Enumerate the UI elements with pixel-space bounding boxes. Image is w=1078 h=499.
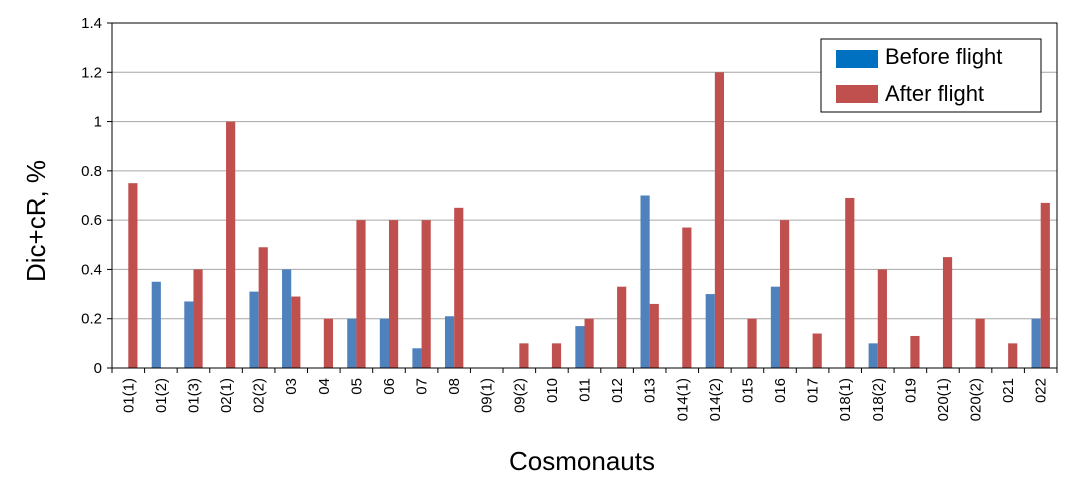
legend: Before flight After flight xyxy=(820,38,1042,113)
bar-after-01(1) xyxy=(128,183,138,368)
x-tick-label: 06 xyxy=(381,378,398,395)
y-tick-label: 1.4 xyxy=(81,15,102,32)
bar-after-020(2) xyxy=(975,318,985,368)
y-tick-label: 1 xyxy=(94,114,102,131)
bar-after-013 xyxy=(649,303,659,368)
x-tick-label: 05 xyxy=(348,378,365,395)
x-tick-label: 03 xyxy=(283,378,300,395)
bar-before-05 xyxy=(347,318,357,368)
bar-before-03 xyxy=(282,269,292,368)
bar-after-021 xyxy=(1008,343,1018,368)
x-tick-label: 09(1) xyxy=(479,378,496,413)
y-tick-label: 1.2 xyxy=(81,64,102,81)
bar-after-05 xyxy=(356,220,366,368)
bar-after-022 xyxy=(1040,202,1050,368)
x-tick-label: 015 xyxy=(739,378,756,403)
bar-before-06 xyxy=(379,318,389,368)
x-tick-label: 02(2) xyxy=(251,378,268,413)
x-tick-label: 011 xyxy=(577,378,594,402)
y-tick-label: 0.2 xyxy=(81,311,102,328)
bar-before-08 xyxy=(444,316,455,368)
bars xyxy=(128,72,1050,368)
y-tick-label: 0.4 xyxy=(81,261,102,278)
y-axis-ticks: 0 0.2 0.4 0.6 0.8 1 1.2 1.4 xyxy=(81,15,112,377)
bar-before-018(2) xyxy=(868,343,878,368)
x-axis-title: Cosmonauts xyxy=(509,446,655,476)
bar-after-019 xyxy=(910,335,920,368)
x-tick-label: 09(2) xyxy=(511,378,528,413)
legend-swatch-after-flight xyxy=(836,85,878,103)
x-tick-label: 022 xyxy=(1033,378,1050,403)
bar-after-020(1) xyxy=(942,257,953,368)
bar-before-07 xyxy=(412,348,422,368)
bar-before-011 xyxy=(575,326,585,368)
x-tick-label: 020(2) xyxy=(968,378,985,421)
bar-after-014(1) xyxy=(682,227,692,368)
x-tick-label: 02(1) xyxy=(218,378,235,413)
bar-after-07 xyxy=(421,220,431,368)
bar-after-01(3) xyxy=(193,269,203,368)
bar-after-04 xyxy=(323,318,333,368)
x-axis-ticks: 01(1) 01(2) 01(3) 02(1) 02(2) 03 04 05 06 07 08 09(… xyxy=(111,368,1058,421)
x-tick-label: 020(1) xyxy=(935,378,952,421)
bar-before-01(3) xyxy=(184,301,194,368)
bar-before-02(2) xyxy=(249,291,259,368)
legend-label-after-flight: After flight xyxy=(885,81,984,106)
bar-after-06 xyxy=(388,220,399,368)
x-tick-label: 010 xyxy=(544,378,561,403)
x-tick-label: 017 xyxy=(805,378,822,403)
x-tick-label: 018(1) xyxy=(837,378,854,421)
x-tick-label: 08 xyxy=(446,378,463,395)
x-tick-label: 019 xyxy=(902,378,919,403)
bar-after-02(1) xyxy=(226,121,236,368)
bar-after-08 xyxy=(454,207,464,368)
x-tick-label: 012 xyxy=(609,378,626,403)
bar-after-09(2) xyxy=(519,343,529,368)
bar-after-018(1) xyxy=(845,197,855,368)
bar-after-03 xyxy=(291,296,301,368)
x-tick-label: 01(1) xyxy=(120,378,137,413)
bar-after-012 xyxy=(617,286,627,368)
x-tick-label: 014(1) xyxy=(674,378,691,421)
x-tick-label: 04 xyxy=(316,378,333,395)
bar-after-02(2) xyxy=(258,247,268,368)
bar-before-016 xyxy=(770,286,781,368)
bar-after-010 xyxy=(551,343,562,368)
y-tick-label: 0 xyxy=(94,360,102,377)
bar-after-016 xyxy=(780,220,790,368)
y-tick-label: 0.8 xyxy=(81,163,102,180)
x-tick-label: 01(3) xyxy=(185,378,202,413)
bar-before-013 xyxy=(640,195,650,368)
bar-after-011 xyxy=(584,318,594,368)
legend-swatch-before-flight xyxy=(836,50,878,68)
legend-label-before-flight: Before flight xyxy=(885,44,1002,69)
x-tick-label: 014(2) xyxy=(707,378,724,421)
x-tick-label: 016 xyxy=(772,378,789,403)
y-tick-label: 0.6 xyxy=(81,212,102,229)
bar-before-022 xyxy=(1031,318,1041,368)
bar-after-018(2) xyxy=(877,269,887,368)
x-tick-label: 01(2) xyxy=(153,378,170,413)
bar-before-01(2) xyxy=(151,281,161,368)
bar-after-014(2) xyxy=(714,72,725,368)
grid-lines xyxy=(112,71,1057,320)
bar-after-017 xyxy=(812,333,822,368)
bar-after-015 xyxy=(747,318,757,368)
x-tick-label: 013 xyxy=(642,378,659,403)
x-tick-label: 07 xyxy=(414,378,431,395)
plot-area-frame xyxy=(111,22,1058,369)
x-tick-label: 021 xyxy=(1000,378,1017,403)
x-tick-label: 018(2) xyxy=(870,378,887,421)
bar-before-014(2) xyxy=(705,294,715,368)
y-axis-title: Dic+cR, % xyxy=(21,160,51,282)
